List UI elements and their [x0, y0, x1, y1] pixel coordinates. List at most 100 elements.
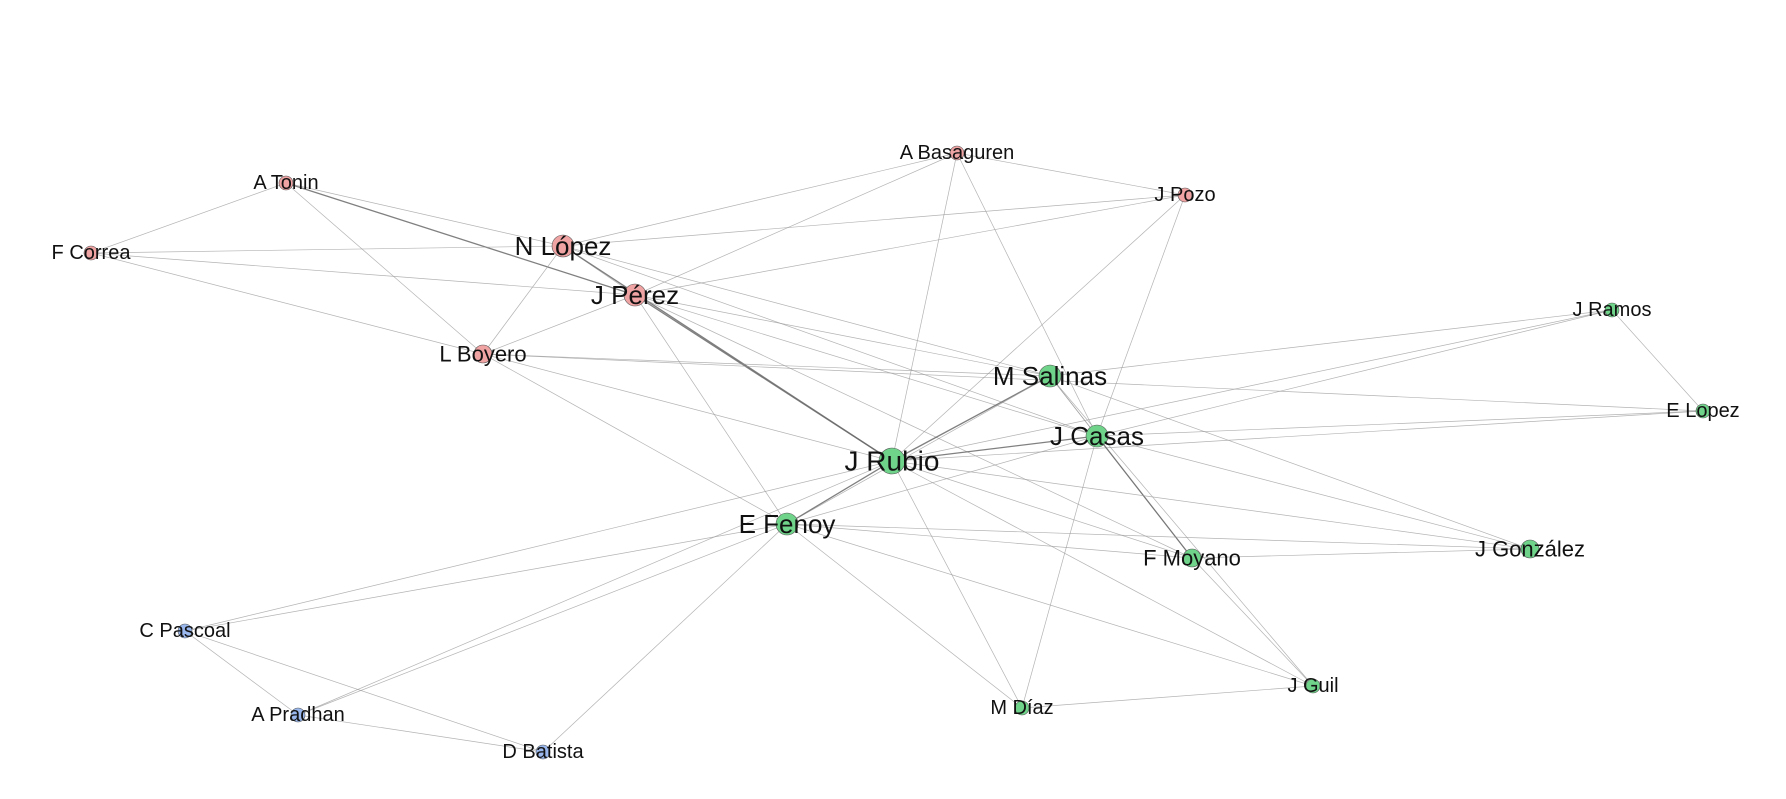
node-label-ramos: J Ramos: [1573, 299, 1652, 321]
edge-elopez-rubio: [891, 410, 1704, 462]
edge-fenoy-batista: [542, 523, 788, 753]
edge-casas-rubio: [891, 435, 1098, 462]
edge-ramos-rubio: [891, 309, 1613, 462]
edge-tonin-boyero: [285, 182, 484, 355]
edge-casas-diaz: [1021, 435, 1098, 709]
edge-pascoal-pradhan: [184, 630, 299, 716]
edge-basaguren-rubio: [891, 152, 958, 462]
edge-rubio-moyano: [891, 460, 1193, 559]
edge-jperez-casas: [634, 294, 1098, 437]
edge-tonin-nlopez: [285, 182, 564, 247]
edge-correa-boyero: [90, 252, 484, 355]
edge-jperez-salinas: [634, 294, 1051, 377]
node-label-rubio: J Rubio: [845, 446, 940, 477]
edge-tonin-jperez: [285, 182, 636, 296]
edge-nlopez-salinas: [562, 245, 1051, 377]
edge-jperez-boyero: [482, 294, 636, 355]
edge-basaguren-casas: [956, 152, 1098, 437]
node-label-pradhan: A Pradhan: [251, 704, 344, 726]
node-label-moyano: F Moyano: [1143, 546, 1241, 571]
node-tonin: [278, 175, 294, 191]
node-nlopez: [551, 234, 575, 258]
edge-fenoy-gonzalez: [786, 523, 1531, 550]
node-label-guil: J Guil: [1287, 675, 1338, 697]
node-pascoal: [177, 623, 193, 639]
node-pozo: [1177, 187, 1193, 203]
node-label-casas: J Casas: [1050, 421, 1144, 451]
node-label-gonzalez: J González: [1475, 537, 1585, 562]
edge-pascoal-batista: [184, 630, 544, 753]
node-label-batista: D Batista: [502, 741, 584, 763]
edge-basaguren-nlopez: [562, 152, 958, 247]
node-elopez: [1695, 403, 1711, 419]
edge-pozo-jperez: [634, 194, 1186, 296]
node-label-jperez: J Pérez: [591, 280, 679, 310]
node-label-boyero: L Boyero: [439, 342, 526, 367]
node-label-correa: F Correa: [52, 242, 132, 264]
node-rubio: [878, 447, 906, 475]
edge-moyano-guil: [1191, 557, 1314, 687]
edge-basaguren-pozo: [956, 152, 1186, 196]
node-label-elopez: E Lopez: [1666, 400, 1739, 422]
node-salinas: [1038, 364, 1062, 388]
node-label-basaguren: A Basaguren: [900, 142, 1015, 164]
node-label-pascoal: C Pascoal: [139, 620, 230, 642]
edge-salinas-rubio: [891, 375, 1051, 462]
edge-moyano-gonzalez: [1191, 548, 1531, 559]
edge-boyero-fenoy: [482, 353, 788, 525]
edge-casas-moyano: [1096, 435, 1193, 559]
edge-layer: [90, 152, 1704, 753]
edge-tonin-correa: [90, 182, 287, 254]
node-pradhan: [290, 707, 306, 723]
edge-correa-nlopez: [90, 245, 564, 254]
edge-jperez-rubio: [634, 294, 893, 462]
node-diaz: [1014, 700, 1030, 716]
node-boyero: [473, 344, 493, 364]
node-correa: [83, 245, 99, 261]
node-label-fenoy: E Fenoy: [739, 509, 836, 539]
edge-rubio-fenoy: [786, 460, 893, 525]
edge-salinas-fenoy: [786, 375, 1051, 525]
edge-pradhan-batista: [297, 714, 544, 753]
edge-guil-diaz: [1021, 685, 1314, 709]
edge-rubio-gonzalez: [891, 460, 1531, 550]
edge-fenoy-pradhan: [297, 523, 788, 716]
edge-ramos-elopez: [1611, 309, 1704, 412]
edge-jperez-moyano: [634, 294, 1193, 559]
edge-ramos-casas: [1096, 309, 1613, 437]
edge-rubio-pradhan: [297, 460, 893, 716]
edge-nlopez-casas: [562, 245, 1098, 437]
node-label-tonin: A Tonin: [253, 172, 318, 194]
edge-rubio-diaz: [891, 460, 1023, 709]
node-batista: [535, 744, 551, 760]
edge-ramos-salinas: [1049, 309, 1613, 377]
edge-fenoy-pascoal: [184, 523, 788, 632]
node-layer: [83, 145, 1711, 760]
node-ramos: [1604, 302, 1620, 318]
node-label-nlopez: N López: [515, 231, 612, 261]
edge-nlopez-boyero: [482, 245, 564, 355]
node-casas: [1085, 424, 1109, 448]
node-basaguren: [949, 145, 965, 161]
edge-jperez-fenoy: [634, 294, 788, 525]
edge-pozo-nlopez: [562, 194, 1186, 247]
edge-rubio-guil: [891, 460, 1314, 687]
node-guil: [1305, 678, 1321, 694]
node-fenoy: [775, 512, 799, 536]
node-label-pozo: J Pozo: [1154, 184, 1215, 206]
edge-pozo-casas: [1096, 194, 1186, 437]
edge-boyero-elopez: [482, 353, 1704, 412]
node-label-salinas: M Salinas: [993, 361, 1107, 391]
edge-salinas-gonzalez: [1049, 375, 1531, 550]
edge-fenoy-moyano: [786, 523, 1193, 559]
edge-correa-jperez: [90, 252, 636, 296]
node-gonzalez: [1520, 539, 1540, 559]
edge-casas-gonzalez: [1096, 435, 1531, 550]
edge-boyero-rubio: [482, 353, 893, 462]
edge-basaguren-jperez: [634, 152, 958, 296]
edge-fenoy-diaz: [786, 523, 1023, 709]
edge-pozo-rubio: [891, 194, 1186, 462]
edge-casas-fenoy: [786, 435, 1098, 525]
node-jperez: [623, 283, 647, 307]
